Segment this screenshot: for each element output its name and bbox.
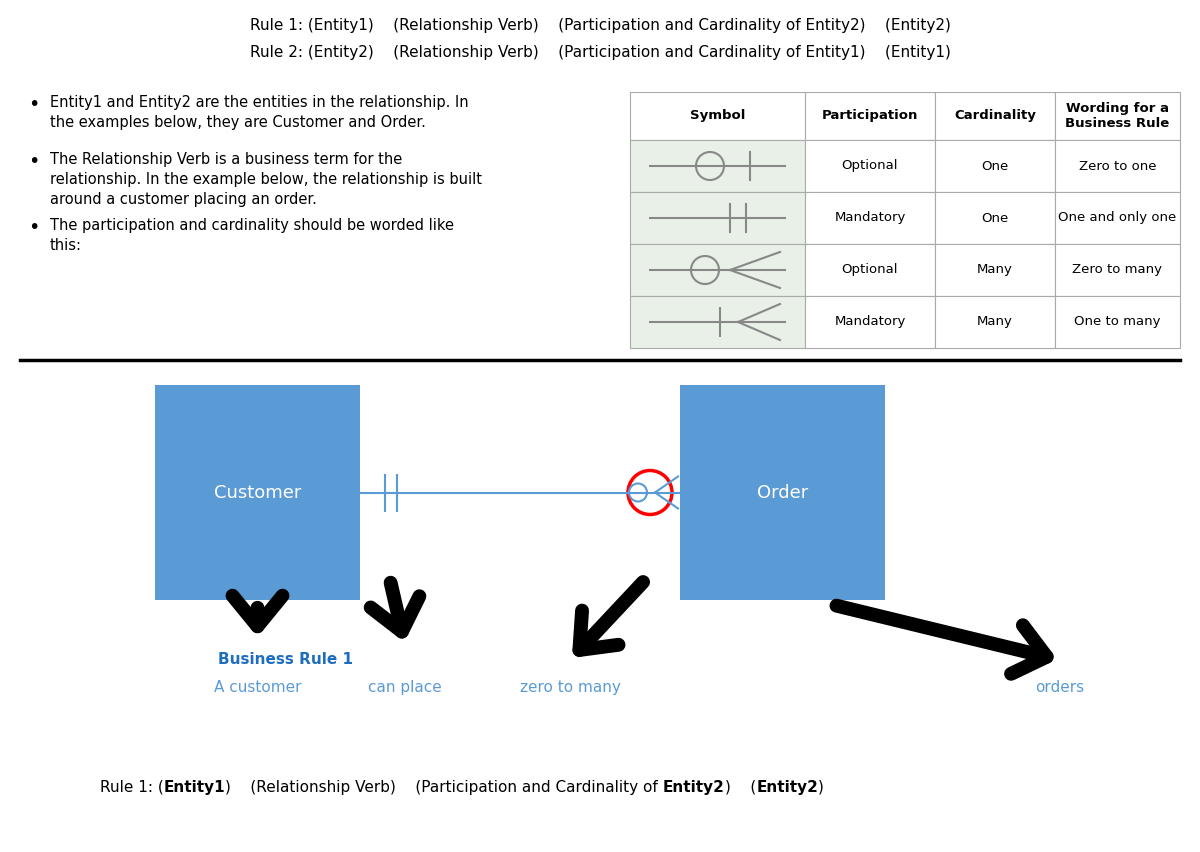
Bar: [805, 140, 935, 192]
Text: One: One: [982, 211, 1009, 224]
Text: One: One: [982, 159, 1009, 172]
Bar: [805, 244, 935, 296]
Bar: [630, 92, 805, 140]
Text: Entity1: Entity1: [163, 780, 226, 795]
Text: Mandatory: Mandatory: [834, 211, 906, 224]
Bar: [935, 296, 1055, 348]
Bar: [680, 385, 886, 600]
Text: •: •: [28, 152, 40, 171]
Text: Business Rule 1: Business Rule 1: [217, 652, 353, 667]
Bar: [935, 192, 1055, 244]
Text: Zero to many: Zero to many: [1073, 263, 1163, 277]
Text: Rule 2: (Entity2)    (Relationship Verb)    (Participation and Cardinality of En: Rule 2: (Entity2) (Relationship Verb) (P…: [250, 45, 950, 60]
Bar: [805, 192, 935, 244]
Text: ): ): [818, 780, 824, 795]
Text: Entity1 and Entity2 are the entities in the relationship. In
the examples below,: Entity1 and Entity2 are the entities in …: [50, 95, 469, 130]
Bar: [1055, 92, 1180, 140]
Bar: [630, 244, 805, 296]
Text: Cardinality: Cardinality: [954, 110, 1036, 123]
Text: •: •: [28, 95, 40, 114]
Text: Participation: Participation: [822, 110, 918, 123]
Text: Optional: Optional: [841, 263, 899, 277]
Bar: [630, 296, 805, 348]
Bar: [935, 244, 1055, 296]
Bar: [1055, 140, 1180, 192]
Bar: [630, 140, 805, 192]
Text: Optional: Optional: [841, 159, 899, 172]
Bar: [935, 92, 1055, 140]
Text: The Relationship Verb is a business term for the
relationship. In the example be: The Relationship Verb is a business term…: [50, 152, 482, 206]
Text: One and only one: One and only one: [1058, 211, 1177, 224]
Text: Rule 1: (Entity1)    (Relationship Verb)    (Participation and Cardinality of En: Rule 1: (Entity1) (Relationship Verb) (P…: [250, 18, 950, 33]
Bar: [1055, 296, 1180, 348]
Text: Wording for a
Business Rule: Wording for a Business Rule: [1066, 102, 1170, 130]
Text: Symbol: Symbol: [690, 110, 745, 123]
Text: orders: orders: [1036, 680, 1085, 695]
Text: A customer: A customer: [214, 680, 301, 695]
Bar: [630, 192, 805, 244]
Text: )    (Relationship Verb)    (Participation and Cardinality of: ) (Relationship Verb) (Participation and…: [226, 780, 662, 795]
Text: Entity2: Entity2: [756, 780, 818, 795]
Text: Customer: Customer: [214, 483, 301, 502]
Text: Rule 1: (: Rule 1: (: [100, 780, 163, 795]
Text: Entity2: Entity2: [662, 780, 725, 795]
Text: Zero to one: Zero to one: [1079, 159, 1157, 172]
Bar: [1055, 244, 1180, 296]
Text: •: •: [28, 218, 40, 237]
Text: One to many: One to many: [1074, 315, 1160, 329]
Bar: [935, 140, 1055, 192]
Text: The participation and cardinality should be worded like
this:: The participation and cardinality should…: [50, 218, 454, 253]
Text: Mandatory: Mandatory: [834, 315, 906, 329]
Text: Order: Order: [757, 483, 808, 502]
Text: Many: Many: [977, 263, 1013, 277]
Bar: [1055, 192, 1180, 244]
Text: can place: can place: [368, 680, 442, 695]
Text: zero to many: zero to many: [520, 680, 620, 695]
Bar: [805, 92, 935, 140]
Bar: [155, 385, 360, 600]
Bar: [805, 296, 935, 348]
Text: Many: Many: [977, 315, 1013, 329]
Text: )    (: ) (: [725, 780, 756, 795]
